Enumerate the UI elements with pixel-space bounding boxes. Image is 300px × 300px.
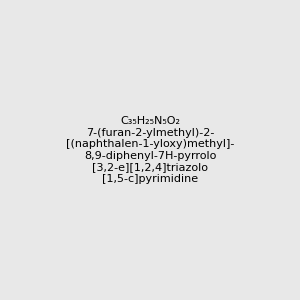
Text: C₃₅H₂₅N₅O₂
7-(furan-2-ylmethyl)-2-
[(naphthalen-1-yloxy)methyl]-
8,9-diphenyl-7H: C₃₅H₂₅N₅O₂ 7-(furan-2-ylmethyl)-2- [(nap…	[66, 116, 234, 184]
